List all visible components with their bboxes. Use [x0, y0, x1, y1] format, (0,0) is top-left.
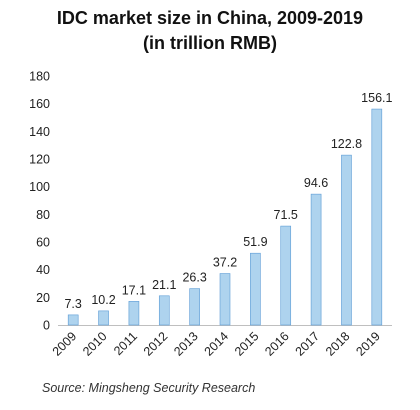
bar-2010 — [98, 310, 109, 326]
x-tick-label-2017: 2017 — [293, 329, 323, 359]
bar-2019 — [371, 108, 383, 326]
y-tick-label: 120 — [29, 153, 50, 167]
x-tick-label-2011: 2011 — [111, 329, 140, 358]
data-label-2011: 17.1 — [122, 283, 146, 297]
bar-2014 — [219, 273, 231, 326]
chart-title-line1: IDC market size in China, 2009-2019 — [56, 8, 364, 28]
x-tick-label-2015: 2015 — [232, 329, 262, 359]
source-note: Source: Mingsheng Security Research — [42, 381, 256, 395]
bar-2017 — [310, 193, 322, 326]
x-tick-label-2016: 2016 — [262, 329, 292, 359]
y-tick-label: 160 — [29, 97, 50, 111]
data-label-2010: 10.2 — [91, 293, 115, 307]
x-tick-label-2009: 2009 — [50, 329, 80, 359]
chart-title: IDC market size in China, 2009-2019 (in … — [0, 6, 420, 56]
data-label-2012: 21.1 — [152, 278, 176, 292]
y-tick-label: 140 — [29, 125, 50, 139]
bar-2013 — [189, 288, 200, 326]
bar-2015 — [250, 252, 261, 326]
data-label-2016: 71.5 — [274, 208, 298, 222]
y-tick-label: 180 — [29, 70, 50, 84]
x-tick-label-2013: 2013 — [171, 329, 201, 359]
x-tick-label-2010: 2010 — [80, 329, 110, 359]
y-tick-label: 80 — [36, 208, 50, 222]
x-tick-label-2019: 2019 — [353, 329, 383, 359]
bar-2011 — [128, 301, 140, 326]
y-tick-label: 40 — [36, 263, 50, 277]
data-label-2018: 122.8 — [331, 137, 362, 151]
x-tick-label-2012: 2012 — [141, 329, 171, 359]
data-label-2019: 156.1 — [361, 91, 392, 105]
bar-2012 — [158, 295, 170, 326]
y-tick-label: 100 — [29, 180, 50, 194]
bar-chart: 0 20 40 60 80 100 120 140 160 180 7.3 2009 10.2 2010 1… — [29, 70, 392, 359]
y-tick-label: 20 — [36, 291, 50, 305]
data-label-2014: 37.2 — [213, 256, 237, 270]
data-label-2015: 51.9 — [243, 235, 267, 249]
y-tick-label: 0 — [43, 319, 50, 333]
chart-title-line2: (in trillion RMB) — [143, 33, 277, 53]
x-tick-label-2014: 2014 — [202, 329, 232, 359]
y-tick-label: 60 — [36, 236, 50, 250]
bar-2018 — [341, 154, 352, 326]
bar-2009 — [67, 314, 79, 326]
data-label-2009: 7.3 — [64, 297, 81, 311]
data-label-2017: 94.6 — [304, 176, 328, 190]
x-tick-label-2018: 2018 — [323, 329, 353, 359]
bar-2016 — [280, 225, 292, 326]
data-label-2013: 26.3 — [182, 271, 206, 285]
